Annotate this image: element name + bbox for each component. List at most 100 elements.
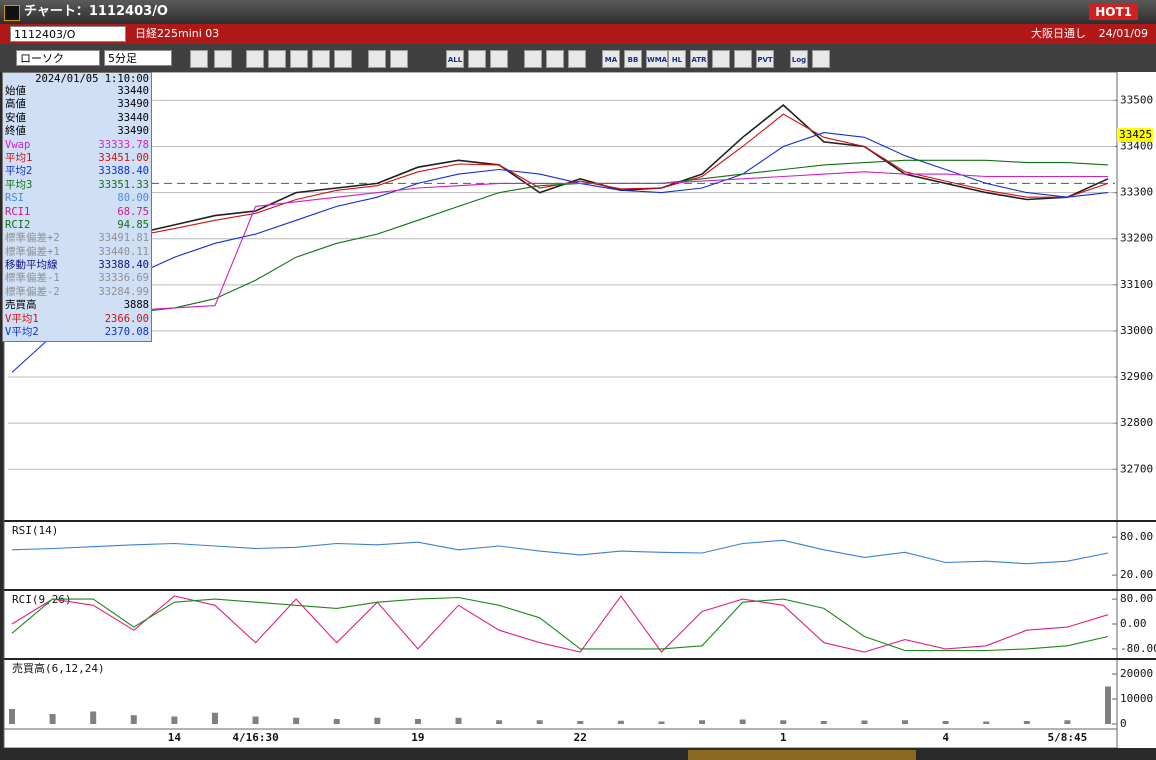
volume-bar [9,709,15,724]
y-tick-label: 0.00 [1120,617,1147,630]
tool-button[interactable]: WMA [646,50,669,68]
volume-bar [861,720,868,724]
info-value: 33440.11 [98,245,149,258]
symbol-bar: 1112403/O 日経225mini 03 大阪日通し 24/01/09 [0,24,1156,44]
series-line [11,596,1109,652]
info-label: 標準偏差+2 [5,232,60,245]
info-value: 33284.99 [98,285,149,298]
info-label: 高値 [5,98,26,111]
hot-button[interactable]: HOT1 [1089,4,1138,20]
tool-button[interactable] [368,50,386,68]
info-label: 移動平均線 [5,259,58,272]
info-row: 始値 33440 [3,85,151,98]
x-tick-label: 22 [574,731,587,744]
y-tick-label: 0 [1120,717,1127,730]
volume-bar [617,720,624,724]
date: 24/01/09 [1098,27,1148,40]
tool-button[interactable] [734,50,752,68]
volume-bar [942,721,949,724]
tool-button[interactable] [524,50,542,68]
title-bar: チャート：1112403/O HOT1 [0,0,1156,24]
info-label: RCI2 [5,218,31,231]
volume-bar [983,721,990,724]
info-value: 2370.08 [104,326,149,339]
tool-button[interactable]: HL [668,50,686,68]
info-label: V平均1 [5,312,39,325]
tool-button[interactable] [246,50,264,68]
info-timestamp: 2024/01/05 1:10:00 [35,73,149,85]
volume-bar [1105,686,1111,724]
info-label: Vwap [5,138,31,151]
tool-button[interactable] [214,50,232,68]
info-label: RSI [5,192,24,205]
tool-button[interactable] [546,50,564,68]
info-row: 平均2 33388.40 [3,165,151,178]
app-icon [4,5,20,21]
session: 大阪日通し [1031,27,1086,40]
tool-button[interactable]: MA [602,50,620,68]
info-value: 33490 [117,125,149,138]
info-label: 始値 [5,85,26,97]
style-select[interactable]: ローソク [16,50,100,66]
x-tick-label: 19 [411,731,424,744]
x-tick-label: 14 [168,731,182,744]
scroll-thumb[interactable] [688,750,916,760]
price-tag-bg [1117,127,1153,142]
tool-button[interactable]: ALL [446,50,464,68]
volume-bar [739,719,746,724]
x-tick-label: 1 [780,731,787,744]
info-row: 標準偏差+2 33491.81 [3,232,151,245]
info-label: V平均2 [5,326,39,339]
y-tick-label: 32900 [1120,370,1153,383]
y-tick-label: 20.00 [1120,568,1153,581]
tool-bar: ローソク 5分足 ALL MA BB WMA HL ATR PVT Log [0,44,1156,72]
y-tick-label: 33000 [1120,324,1153,337]
y-tick-label: 80.00 [1120,592,1153,605]
tool-button[interactable] [712,50,730,68]
tool-button[interactable] [390,50,408,68]
info-value: 33491.81 [98,232,149,245]
info-label: RCI1 [5,205,31,218]
info-value: 68.75 [117,205,149,218]
tool-button[interactable] [334,50,352,68]
tool-button[interactable]: Log [790,50,808,68]
tool-button[interactable]: BB [624,50,642,68]
info-row: 終値 33490 [3,125,151,138]
scrollbar[interactable] [0,748,1156,760]
tool-button[interactable]: PVT [756,50,774,68]
y-tick-label: 33500 [1120,93,1153,106]
tool-button[interactable] [268,50,286,68]
price-tag: 33425 [1119,128,1152,141]
info-label: 平均1 [5,151,33,164]
tool-button[interactable]: ATR [690,50,708,68]
info-label: 標準偏差+1 [5,245,60,258]
volume-bar [211,712,218,724]
series-line [11,132,1109,373]
info-label: 平均2 [5,165,33,178]
tool-button[interactable] [468,50,486,68]
interval-select[interactable]: 5分足 [104,50,172,66]
symbol-input[interactable]: 1112403/O [10,26,126,42]
info-value: 33388.40 [98,259,149,272]
tool-button[interactable] [290,50,308,68]
window-title: チャート：1112403/O [24,4,168,19]
volume-bar [577,721,584,724]
info-row: V平均1 2366.00 [3,313,151,326]
info-row: 高値 33490 [3,98,151,111]
y-tick-label: 20000 [1120,667,1153,680]
info-panel: 2024/01/05 1:10:00 始値 33440 高値 33490 安値 33440… [2,72,152,342]
volume-bar [1023,721,1030,724]
info-row: V平均2 2370.08 [3,326,151,339]
tool-button[interactable] [190,50,208,68]
tool-button[interactable] [568,50,586,68]
tool-button[interactable] [490,50,508,68]
volume-bar [1064,720,1071,724]
tool-button[interactable] [812,50,830,68]
info-value: 33333.78 [98,138,149,151]
info-value: 33490 [117,98,149,111]
chart-bg [4,72,1156,748]
volume-bar [414,719,421,724]
info-row: 平均1 33451.00 [3,152,151,165]
tool-button[interactable] [312,50,330,68]
